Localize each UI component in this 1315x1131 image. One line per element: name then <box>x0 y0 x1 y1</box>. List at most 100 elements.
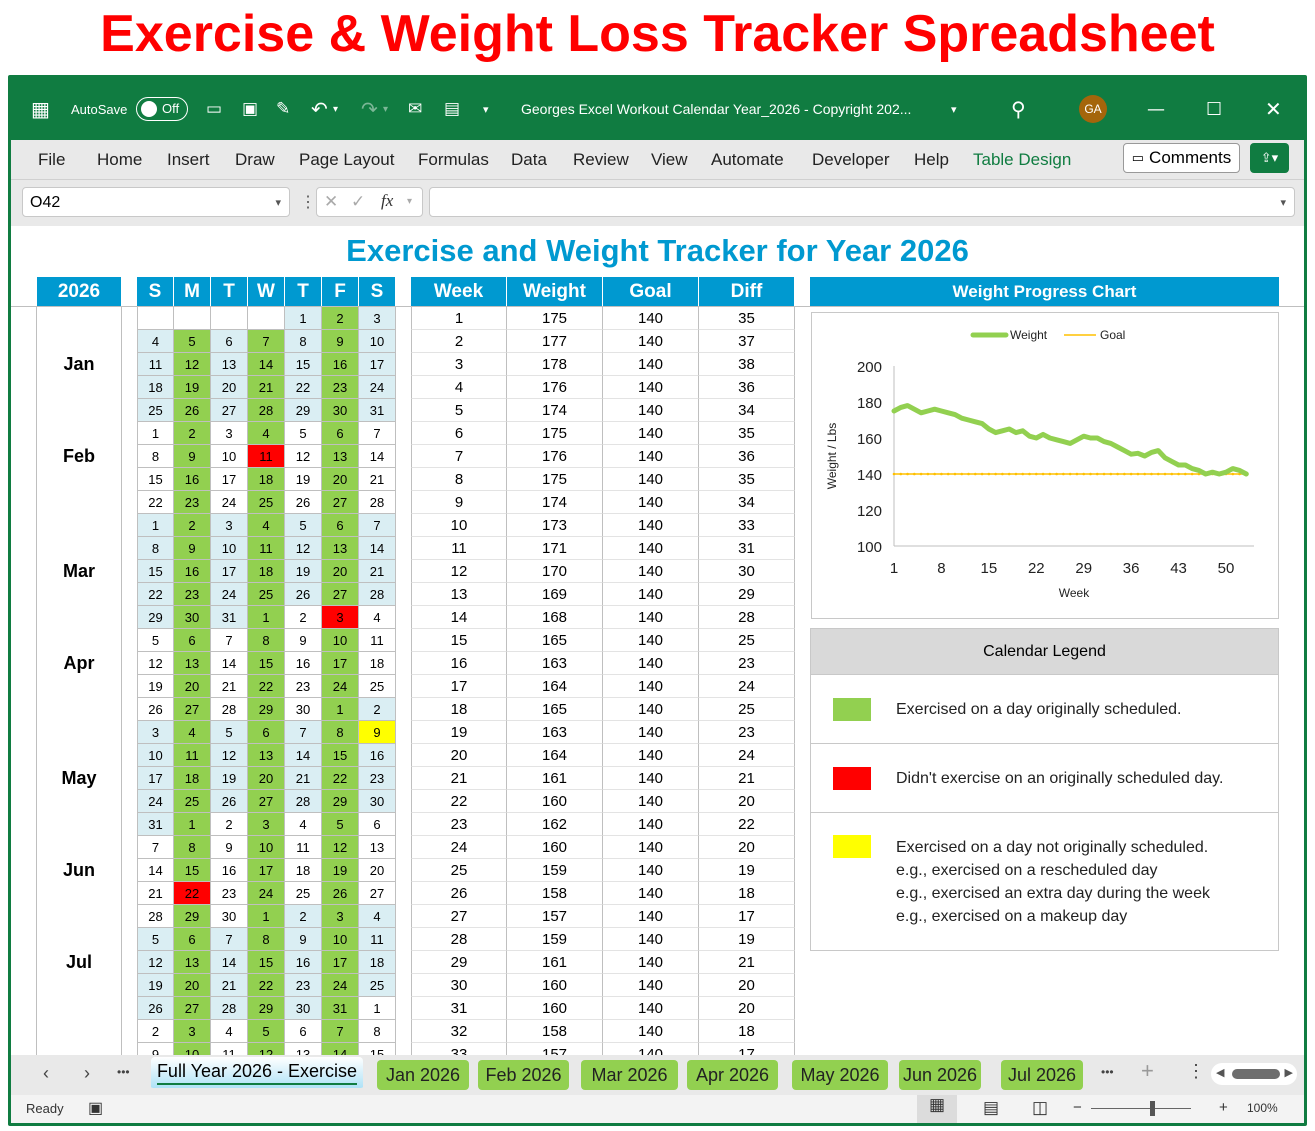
calendar-day[interactable]: 30 <box>322 399 359 422</box>
calendar-day[interactable]: 29 <box>285 399 322 422</box>
table-cell[interactable]: 24 <box>699 675 795 698</box>
calendar-day[interactable]: 15 <box>322 744 359 767</box>
chevron-down-icon[interactable]: ▾ <box>275 197 281 209</box>
calendar-day[interactable]: 5 <box>322 813 359 836</box>
calendar-day[interactable]: 12 <box>285 445 322 468</box>
open-folder-icon[interactable]: ▭ <box>206 99 223 119</box>
calendar-day[interactable]: 1 <box>248 606 285 629</box>
calendar-day[interactable]: 6 <box>211 330 248 353</box>
calendar-day[interactable]: 4 <box>137 330 174 353</box>
table-cell[interactable]: 36 <box>699 376 795 399</box>
calendar-day[interactable]: 28 <box>137 905 174 928</box>
table-cell[interactable]: 159 <box>507 928 603 951</box>
calendar-day[interactable]: 8 <box>322 721 359 744</box>
calendar-day[interactable]: 21 <box>285 767 322 790</box>
calendar-day[interactable]: 27 <box>322 583 359 606</box>
table-cell[interactable]: 24 <box>411 836 507 859</box>
calendar-day[interactable]: 25 <box>285 882 322 905</box>
calendar-day[interactable]: 22 <box>137 491 174 514</box>
table-cell[interactable]: 140 <box>603 606 699 629</box>
calendar-day[interactable]: 11 <box>359 629 396 652</box>
calendar-day[interactable]: 10 <box>248 836 285 859</box>
table-cell[interactable]: 18 <box>699 1020 795 1043</box>
calendar-day[interactable]: 12 <box>285 537 322 560</box>
table-cell[interactable]: 158 <box>507 1020 603 1043</box>
calendar-day[interactable]: 5 <box>174 330 211 353</box>
table-cell[interactable]: 4 <box>411 376 507 399</box>
calendar-day[interactable]: 3 <box>248 813 285 836</box>
table-cell[interactable]: 160 <box>507 997 603 1020</box>
table-cell[interactable]: 140 <box>603 514 699 537</box>
calendar-day[interactable]: 11 <box>174 744 211 767</box>
table-cell[interactable]: 140 <box>603 836 699 859</box>
form-icon[interactable]: ▤ <box>444 99 461 119</box>
calendar-day[interactable]: 15 <box>174 859 211 882</box>
calendar-day[interactable]: 29 <box>248 997 285 1020</box>
normal-view-icon[interactable]: ▦ <box>917 1095 957 1123</box>
calendar-day[interactable]: 6 <box>285 1020 322 1043</box>
table-cell[interactable]: 19 <box>411 721 507 744</box>
calendar-day[interactable]: 13 <box>285 1043 322 1055</box>
table-cell[interactable]: 27 <box>411 905 507 928</box>
calendar-day[interactable]: 7 <box>359 514 396 537</box>
calendar-day[interactable]: 4 <box>285 813 322 836</box>
calendar-day[interactable]: 16 <box>174 468 211 491</box>
table-cell[interactable]: 25 <box>699 698 795 721</box>
calendar-day[interactable]: 28 <box>359 583 396 606</box>
table-cell[interactable]: 28 <box>699 606 795 629</box>
add-sheet-icon[interactable]: + <box>1141 1058 1154 1083</box>
calendar-day[interactable]: 15 <box>137 468 174 491</box>
calendar-day[interactable]: 19 <box>285 560 322 583</box>
table-cell[interactable]: 20 <box>699 997 795 1020</box>
calendar-day[interactable]: 10 <box>359 330 396 353</box>
customize-toolbar-icon[interactable]: ▾ <box>483 102 489 116</box>
table-cell[interactable]: 20 <box>699 836 795 859</box>
calendar-day[interactable]: 17 <box>211 560 248 583</box>
calendar-day[interactable]: 15 <box>248 951 285 974</box>
calendar-day[interactable]: 16 <box>285 951 322 974</box>
calendar-day[interactable]: 13 <box>322 445 359 468</box>
calendar-day[interactable]: 9 <box>285 928 322 951</box>
tab-formulas[interactable]: Formulas <box>418 150 489 169</box>
table-cell[interactable]: 25 <box>411 859 507 882</box>
calendar-day[interactable]: 12 <box>137 951 174 974</box>
calendar-day[interactable]: 17 <box>322 652 359 675</box>
calendar-day[interactable]: 12 <box>322 836 359 859</box>
table-cell[interactable]: 23 <box>411 813 507 836</box>
table-cell[interactable]: 140 <box>603 744 699 767</box>
save-as-icon[interactable]: ✎ <box>276 99 291 119</box>
calendar-day[interactable]: 29 <box>248 698 285 721</box>
calendar-day[interactable]: 21 <box>137 882 174 905</box>
table-cell[interactable]: 168 <box>507 606 603 629</box>
share-button[interactable]: ⇪▾ <box>1250 143 1289 173</box>
table-cell[interactable]: 140 <box>603 307 699 330</box>
table-cell[interactable]: 21 <box>699 767 795 790</box>
table-cell[interactable]: 160 <box>507 974 603 997</box>
calendar-day[interactable]: 11 <box>359 928 396 951</box>
table-cell[interactable]: 20 <box>699 790 795 813</box>
calendar-day[interactable]: 6 <box>322 514 359 537</box>
calendar-day[interactable]: 9 <box>174 537 211 560</box>
table-cell[interactable]: 176 <box>507 376 603 399</box>
calendar-day[interactable]: 12 <box>248 1043 285 1055</box>
table-cell[interactable]: 31 <box>411 997 507 1020</box>
table-cell[interactable]: 30 <box>699 560 795 583</box>
calendar-day[interactable]: 29 <box>174 905 211 928</box>
calendar-day[interactable] <box>248 307 285 330</box>
table-cell[interactable]: 140 <box>603 629 699 652</box>
calendar-day[interactable]: 27 <box>211 399 248 422</box>
calendar-day[interactable]: 8 <box>137 537 174 560</box>
table-cell[interactable]: 15 <box>411 629 507 652</box>
calendar-day[interactable]: 20 <box>359 859 396 882</box>
calendar-day[interactable]: 19 <box>322 859 359 882</box>
calendar-day[interactable]: 18 <box>359 951 396 974</box>
calendar-day[interactable]: 13 <box>322 537 359 560</box>
calendar-day[interactable]: 4 <box>248 514 285 537</box>
calendar-day[interactable]: 16 <box>211 859 248 882</box>
table-cell[interactable]: 165 <box>507 629 603 652</box>
calendar-day[interactable]: 2 <box>322 307 359 330</box>
table-cell[interactable]: 34 <box>699 491 795 514</box>
calendar-day[interactable]: 18 <box>174 767 211 790</box>
table-cell[interactable]: 25 <box>699 629 795 652</box>
calendar-day[interactable]: 23 <box>211 882 248 905</box>
